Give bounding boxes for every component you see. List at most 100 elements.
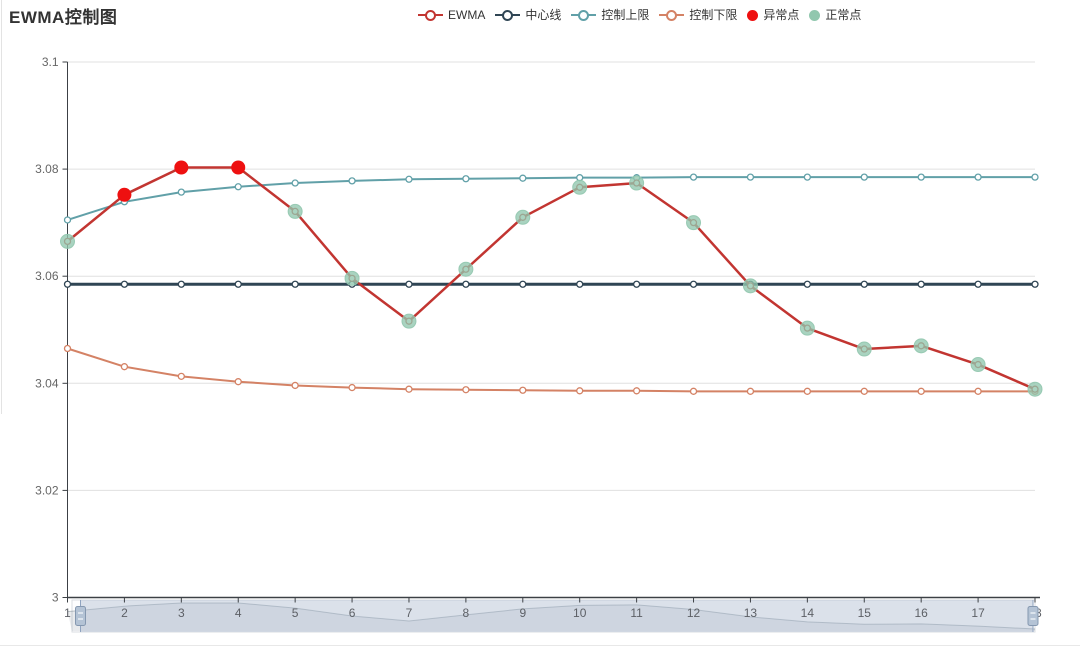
normal-point-icon[interactable] [913,338,929,354]
series-upper-limit [63,173,1039,224]
line-marker-icon [974,387,982,395]
legend-item-4[interactable]: 控制下限 [659,8,737,22]
datazoom-selection[interactable] [80,600,1034,632]
x-axis: 123456789101112131415161718 [64,596,1042,620]
x-tick-label: 13 [744,606,758,620]
line-marker-icon [917,387,925,395]
legend-item-3[interactable]: 控制上限 [571,8,649,22]
line-marker-icon [576,387,584,395]
legend-ring-icon [666,9,678,21]
x-tick-label: 17 [971,606,985,620]
normal-point-icon[interactable] [799,320,815,336]
line-marker-icon [974,280,982,288]
normal-point-icon[interactable] [458,261,474,277]
abnormal-point-icon[interactable] [231,160,246,175]
line-marker-icon [405,175,413,183]
line-marker-icon [120,280,129,288]
line-marker-icon [974,173,982,181]
legend-item-label: 异常点 [763,8,800,22]
y-tick-label: 3.02 [35,483,59,497]
x-tick-label: 10 [573,606,587,620]
line-marker-icon [291,280,299,288]
normal-point-icon[interactable] [742,278,758,294]
normal-point-icon[interactable] [572,179,588,195]
x-tick-label: 1 [64,606,71,620]
legend-item-1[interactable]: EWMA [418,8,485,22]
y-tick-label: 3.06 [35,269,59,283]
line-marker-icon [917,280,925,288]
normal-point-icon[interactable] [686,215,702,231]
line-marker-icon [177,188,185,196]
chart-legend: EWMA 中心线 控制上限 控制下限 异常点 正常点 [418,6,861,24]
line-marker-icon [1031,280,1039,288]
legend-item-5[interactable]: 异常点 [747,8,799,22]
normal-point-icon[interactable] [344,270,360,286]
x-tick-label: 8 [463,606,470,620]
line-marker-icon [1031,173,1039,181]
legend-dot-icon [747,9,759,21]
y-tick-label: 3.04 [35,376,59,390]
y-axis: 3 3.02 3.04 3.06 3.08 3.1 [35,55,68,605]
line-marker-icon [917,173,925,181]
line-marker-icon [405,280,413,288]
line-marker-icon [689,280,698,288]
normal-point-icon[interactable] [629,175,645,191]
legend-item-label: 控制上限 [601,8,650,22]
abnormal-point-icon[interactable] [117,187,132,202]
datazoom-left-handle[interactable] [75,606,86,626]
y-tick-label: 3.1 [42,55,59,69]
abnormal-point-icon[interactable] [174,160,189,175]
series-abnormal-points [117,160,246,202]
legend-line-icon [659,9,685,21]
datazoom-slider[interactable] [67,599,1036,633]
line-marker-icon [291,381,299,390]
series-normal-points [60,175,1043,397]
y-tick-label: 3.08 [35,162,59,176]
line-marker-icon [860,173,868,181]
normal-point-icon[interactable] [1027,381,1043,397]
page-title: EWMA控制图 [9,8,118,27]
datazoom-right-handle[interactable] [1027,606,1039,626]
datazoom-track[interactable] [71,599,1036,633]
legend-item-6[interactable]: 正常点 [809,8,861,22]
line-marker-icon [803,280,812,288]
x-tick-label: 6 [349,606,356,620]
legend-ring-icon [502,9,514,21]
legend-line-icon [495,9,521,21]
x-tick-label: 16 [914,606,928,620]
normal-point-icon[interactable] [970,357,986,373]
legend-item-2[interactable]: 中心线 [495,8,561,22]
line-marker-icon [803,173,812,181]
legend-ring-icon [578,9,590,21]
normal-point-icon[interactable] [856,341,872,357]
legend-line-icon [418,9,443,21]
x-tick-label: 11 [630,606,643,620]
x-tick-label: 14 [801,606,815,620]
line-marker-icon [405,385,413,393]
grid-lines [67,61,1035,491]
legend-item-label: 中心线 [525,8,562,22]
x-tick-label: 15 [858,606,872,620]
series-center-line [63,280,1039,288]
legend-item-label: 控制下限 [689,8,738,22]
line-marker-icon [348,177,356,185]
line-marker-icon [860,387,868,395]
line-marker-icon [632,387,641,395]
datazoom-shadow-area [67,603,1035,631]
line-marker-icon [576,280,584,288]
x-tick-label: 7 [406,606,413,620]
line-marker-icon [519,280,527,288]
line-marker-icon [234,183,242,191]
legend-item-label: 正常点 [825,8,862,22]
line-marker-icon [462,280,470,288]
normal-point-icon[interactable] [401,313,417,329]
normal-point-icon[interactable] [287,203,303,219]
series-ewma [63,163,1039,393]
line-marker-icon [63,280,72,288]
line-marker-icon [234,280,242,288]
normal-point-icon[interactable] [515,209,531,225]
normal-point-icon[interactable] [60,233,75,249]
legend-ring-icon [425,9,436,21]
line-marker-icon [177,280,185,288]
